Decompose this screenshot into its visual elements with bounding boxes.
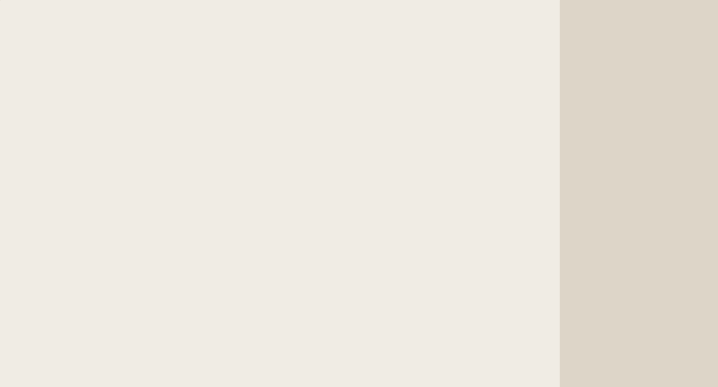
- Text: (b) Taking XY as the base line and that the survey is from X to Y, enter the act: (b) Taking XY as the base line and that …: [104, 360, 527, 370]
- Text: 23.1: Introduc: 23.1: Introduc: [574, 96, 663, 106]
- Text: 2 cm: 2 cm: [272, 219, 298, 238]
- Text: D: D: [299, 75, 309, 87]
- Text: 2 cm: 2 cm: [182, 189, 207, 199]
- Text: A solid is an o: A solid is an o: [574, 131, 647, 141]
- Text: Below: Below: [597, 187, 629, 197]
- Text: 2 cm: 2 cm: [128, 189, 152, 199]
- Text: either regular: either regular: [574, 159, 646, 169]
- Text: 1 cm: 1 cm: [306, 189, 330, 199]
- Text: SECONDARY MATHEMATICS FORM ONE S/B: SECONDARY MATHEMATICS FORM ONE S/B: [90, 57, 408, 70]
- Text: 3 cm: 3 cm: [251, 189, 275, 199]
- Text: C: C: [336, 265, 345, 279]
- Text: x: x: [98, 199, 106, 212]
- Text: (a): (a): [604, 263, 621, 276]
- Text: B: B: [209, 209, 218, 223]
- Text: Y: Y: [393, 199, 401, 212]
- Text: 4 cm: 4 cm: [152, 252, 162, 274]
- Text: A: A: [163, 327, 172, 340]
- Text: measurements of the farm in a field book.: measurements of the farm in a field book…: [104, 377, 337, 387]
- Text: Fig. 22.30: Fig. 22.30: [104, 345, 163, 358]
- Text: 2 cm: 2 cm: [347, 189, 371, 199]
- Text: 246: 246: [104, 57, 129, 70]
- Text: 4 cm: 4 cm: [312, 143, 336, 153]
